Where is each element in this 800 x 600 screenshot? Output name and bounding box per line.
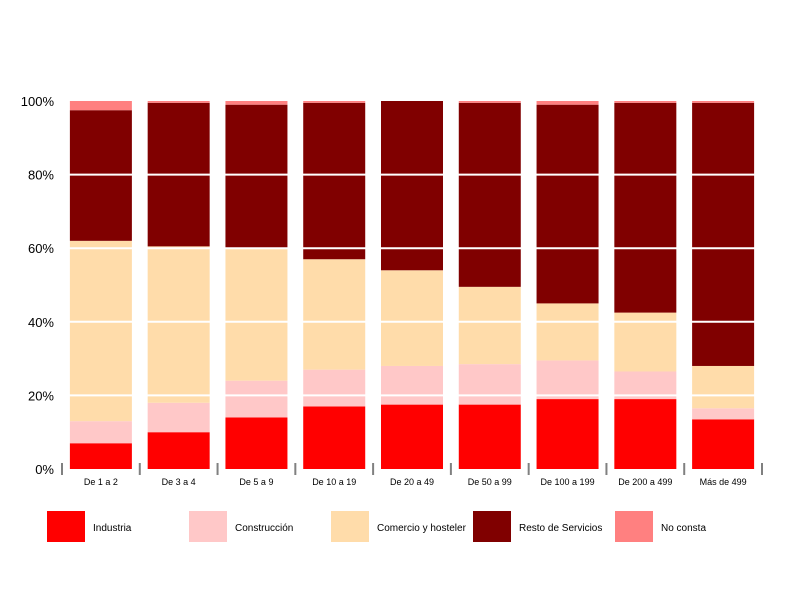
bar-segment-4-category-3 bbox=[225, 104, 288, 249]
bar-segment-4-category-4 bbox=[303, 102, 366, 260]
bar-segment-5-category-4 bbox=[303, 101, 366, 103]
bar-segment-3-category-3 bbox=[225, 248, 288, 381]
x-tick-label: De 20 a 49 bbox=[390, 477, 434, 487]
bar-segment-2-category-1 bbox=[69, 421, 132, 444]
bar-segment-3-category-1 bbox=[69, 240, 132, 422]
x-tick-label: De 3 a 4 bbox=[162, 477, 196, 487]
bar-segment-3-category-5 bbox=[381, 270, 443, 366]
y-tick-label: 40% bbox=[28, 315, 54, 330]
bar-segment-4-category-7 bbox=[536, 104, 599, 304]
bar-segment-5-category-2 bbox=[147, 101, 210, 103]
legend-swatch bbox=[331, 511, 369, 542]
bar-segment-4-category-8 bbox=[614, 102, 677, 313]
bar-segment-4-category-5 bbox=[381, 101, 443, 271]
x-tick-label: De 1 a 2 bbox=[84, 477, 118, 487]
bar-segment-4-category-6 bbox=[458, 102, 521, 287]
legend-swatch bbox=[615, 511, 653, 542]
bar-segment-2-category-6 bbox=[458, 364, 521, 405]
bar-segment-3-category-7 bbox=[536, 303, 599, 361]
bar-segment-1-category-2 bbox=[147, 432, 210, 469]
x-tick-label: De 50 a 99 bbox=[468, 477, 512, 487]
bar-segment-4-category-9 bbox=[692, 102, 755, 366]
x-tick-label: De 10 a 19 bbox=[312, 477, 356, 487]
legend-label: Industria bbox=[93, 523, 132, 534]
bar-segment-5-category-6 bbox=[458, 101, 521, 103]
legend: Industria Construcción Comercio y hosteler… bbox=[47, 511, 706, 542]
bar-segment-5-category-9 bbox=[692, 101, 755, 103]
legend-label: Comercio y hosteler bbox=[377, 523, 467, 534]
gridlines bbox=[62, 173, 762, 397]
legend-swatch bbox=[47, 511, 85, 542]
x-tick-label: De 5 a 9 bbox=[239, 477, 273, 487]
bar-segment-1-category-3 bbox=[225, 417, 288, 469]
bar-segment-5-category-3 bbox=[225, 101, 288, 105]
bar-segment-1-category-4 bbox=[303, 406, 366, 469]
bar-segment-1-category-8 bbox=[614, 399, 677, 469]
bars-layer bbox=[69, 101, 755, 469]
bar-segment-1-category-1 bbox=[69, 443, 132, 469]
axes: 0% 20% 40% 60% 80% 100% De 1 a 2 De 3 a 4 De 5 a… bbox=[21, 94, 763, 487]
bar-segment-3-category-2 bbox=[147, 246, 210, 403]
x-tick-label: De 200 a 499 bbox=[618, 477, 672, 487]
bar-segment-3-category-6 bbox=[458, 286, 521, 365]
bar-segment-2-category-5 bbox=[381, 365, 443, 405]
bar-segment-1-category-9 bbox=[692, 419, 755, 469]
bar-segment-5-category-8 bbox=[614, 101, 677, 103]
legend-label: Construcción bbox=[235, 523, 293, 534]
y-tick-label: 100% bbox=[21, 94, 55, 109]
bar-segment-5-category-7 bbox=[536, 101, 599, 105]
bar-segment-2-category-9 bbox=[692, 408, 755, 420]
bar-segment-2-category-3 bbox=[225, 380, 288, 418]
legend-swatch bbox=[189, 511, 227, 542]
y-tick-label: 60% bbox=[28, 241, 54, 256]
bar-segment-1-category-7 bbox=[536, 399, 599, 469]
y-tick-label: 80% bbox=[28, 168, 54, 183]
legend-swatch bbox=[473, 511, 511, 542]
x-tick-label: Más de 499 bbox=[700, 477, 747, 487]
legend-label: Resto de Servicios bbox=[519, 523, 602, 534]
bar-segment-2-category-7 bbox=[536, 360, 599, 400]
bar-segment-2-category-4 bbox=[303, 369, 366, 407]
bar-segment-1-category-6 bbox=[458, 404, 521, 469]
bar-segment-2-category-2 bbox=[147, 402, 210, 433]
x-tick-label: De 100 a 199 bbox=[541, 477, 595, 487]
y-tick-label: 0% bbox=[35, 462, 54, 477]
legend-label: No consta bbox=[661, 523, 706, 534]
y-tick-label: 20% bbox=[28, 388, 54, 403]
bar-segment-1-category-5 bbox=[381, 404, 443, 469]
bar-segment-5-category-1 bbox=[69, 101, 132, 111]
bar-segment-3-category-9 bbox=[692, 365, 755, 409]
bar-segment-3-category-4 bbox=[303, 259, 366, 370]
